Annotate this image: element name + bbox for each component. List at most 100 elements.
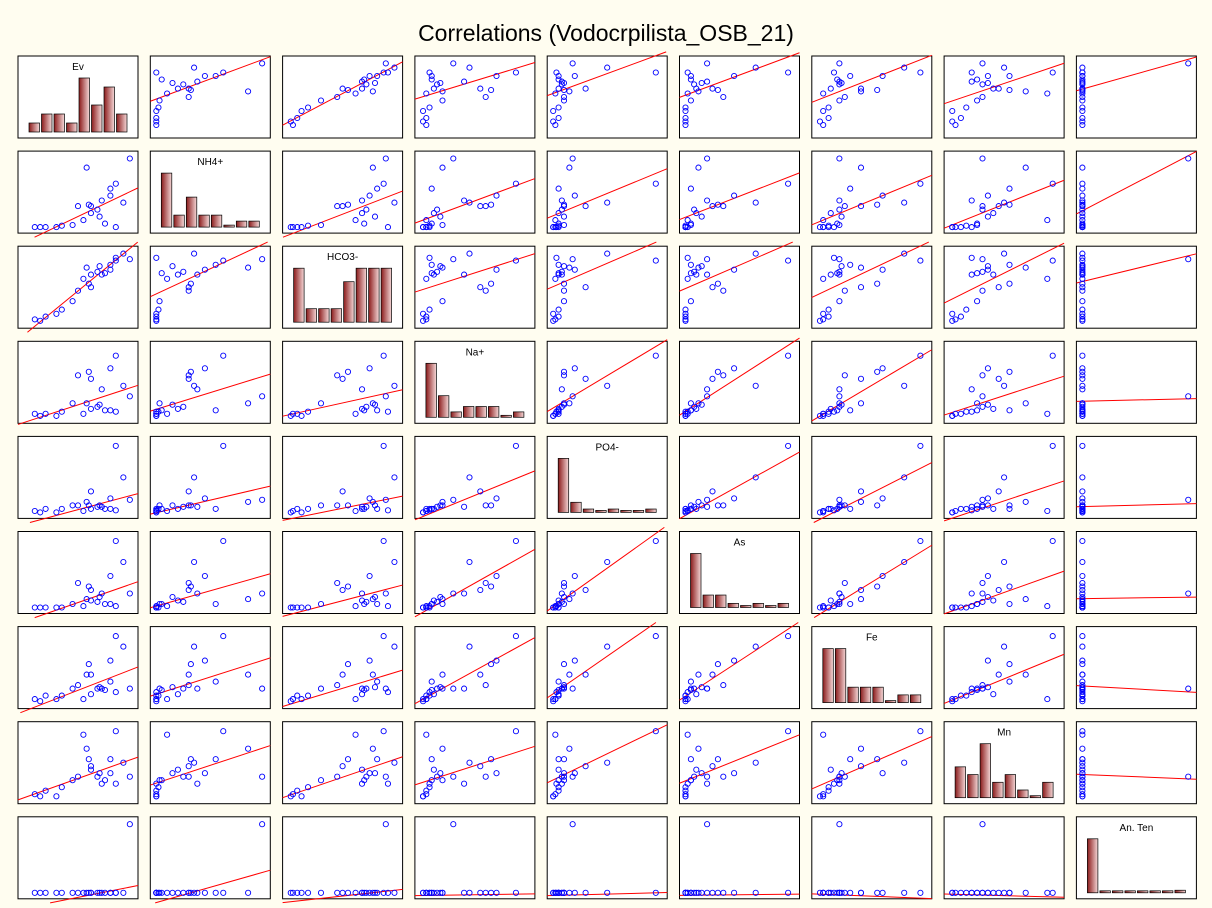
data-point xyxy=(369,164,376,171)
data-point xyxy=(820,121,827,129)
data-point xyxy=(194,78,201,85)
data-point xyxy=(85,368,92,375)
panel-frame xyxy=(811,55,933,139)
data-point xyxy=(42,692,49,699)
data-point xyxy=(704,496,711,503)
data-point xyxy=(1079,118,1086,125)
panel-mn-vs-hco3 xyxy=(282,721,404,805)
data-point xyxy=(450,60,457,67)
data-point xyxy=(879,192,886,199)
data-point xyxy=(201,889,208,896)
panel-frame xyxy=(679,245,800,329)
data-point xyxy=(785,180,792,187)
data-point xyxy=(1079,603,1086,610)
data-point xyxy=(112,408,119,415)
histogram-bar xyxy=(198,214,210,228)
data-point xyxy=(466,643,473,650)
panel-mn-vs-fe xyxy=(811,721,933,805)
data-point xyxy=(158,76,165,83)
data-point xyxy=(682,306,689,313)
data-point xyxy=(107,600,114,608)
data-point xyxy=(493,266,500,273)
data-point xyxy=(1079,766,1086,773)
data-point xyxy=(488,756,495,763)
data-point xyxy=(984,72,991,80)
data-point xyxy=(731,72,738,80)
data-point xyxy=(731,365,738,372)
data-point xyxy=(917,442,924,449)
data-point xyxy=(304,889,312,896)
panel-frame xyxy=(943,435,1065,519)
data-point xyxy=(974,400,981,407)
panel-mn-vs-ev xyxy=(17,721,139,805)
data-point xyxy=(466,558,473,566)
data-point xyxy=(1079,507,1086,514)
panel-frame xyxy=(149,531,271,614)
data-point xyxy=(687,270,694,277)
data-point xyxy=(830,254,838,261)
data-point xyxy=(107,505,114,512)
data-point xyxy=(560,368,568,375)
data-point xyxy=(752,643,759,650)
data-point xyxy=(185,763,192,770)
histogram-bar xyxy=(992,781,1004,799)
variable-label: An. Ten xyxy=(1120,823,1154,834)
data-point xyxy=(582,284,589,291)
data-point xyxy=(437,213,444,220)
data-point xyxy=(566,889,573,896)
data-point xyxy=(827,766,834,773)
data-point xyxy=(816,889,824,896)
data-point xyxy=(687,502,694,509)
data-point xyxy=(220,633,227,640)
data-point xyxy=(101,777,109,784)
data-point xyxy=(83,745,90,752)
data-point xyxy=(426,104,433,111)
data-point xyxy=(220,442,227,449)
data-point xyxy=(423,275,430,282)
data-point xyxy=(917,537,924,545)
data-point xyxy=(1185,773,1192,780)
data-point xyxy=(363,598,370,605)
data-point xyxy=(428,889,435,896)
fit-line xyxy=(27,241,139,333)
data-point xyxy=(560,97,568,104)
data-point xyxy=(382,496,389,503)
data-point xyxy=(420,118,427,125)
histogram-bar xyxy=(500,414,512,418)
data-point xyxy=(94,889,101,896)
data-point xyxy=(687,97,694,104)
data-point xyxy=(164,507,171,515)
data-point xyxy=(682,313,689,320)
data-point xyxy=(827,85,834,92)
data-point xyxy=(687,298,694,305)
fit-line xyxy=(282,584,403,617)
data-point xyxy=(550,793,557,800)
panel-frame xyxy=(282,150,404,234)
data-point xyxy=(317,685,325,692)
data-point xyxy=(555,85,562,92)
panel-frame xyxy=(546,340,668,424)
data-point xyxy=(391,889,398,896)
data-point xyxy=(901,889,908,896)
fit-line xyxy=(282,756,403,799)
data-point xyxy=(834,220,841,227)
data-point xyxy=(691,685,698,692)
data-point xyxy=(952,224,959,231)
data-point xyxy=(423,507,430,515)
data-point xyxy=(434,503,441,510)
data-point xyxy=(488,661,495,668)
data-point xyxy=(107,770,114,777)
histogram-bar xyxy=(847,686,859,703)
histogram-bar xyxy=(91,104,103,133)
data-point xyxy=(164,603,171,610)
data-point xyxy=(158,270,165,277)
data-point xyxy=(87,505,95,512)
data-point xyxy=(1079,763,1086,770)
histogram-bar xyxy=(582,508,595,513)
panel-frame xyxy=(17,435,139,519)
histogram-bar xyxy=(967,774,979,799)
data-point xyxy=(874,201,881,208)
data-point xyxy=(153,114,160,122)
data-point xyxy=(298,604,305,611)
data-point xyxy=(180,598,187,605)
